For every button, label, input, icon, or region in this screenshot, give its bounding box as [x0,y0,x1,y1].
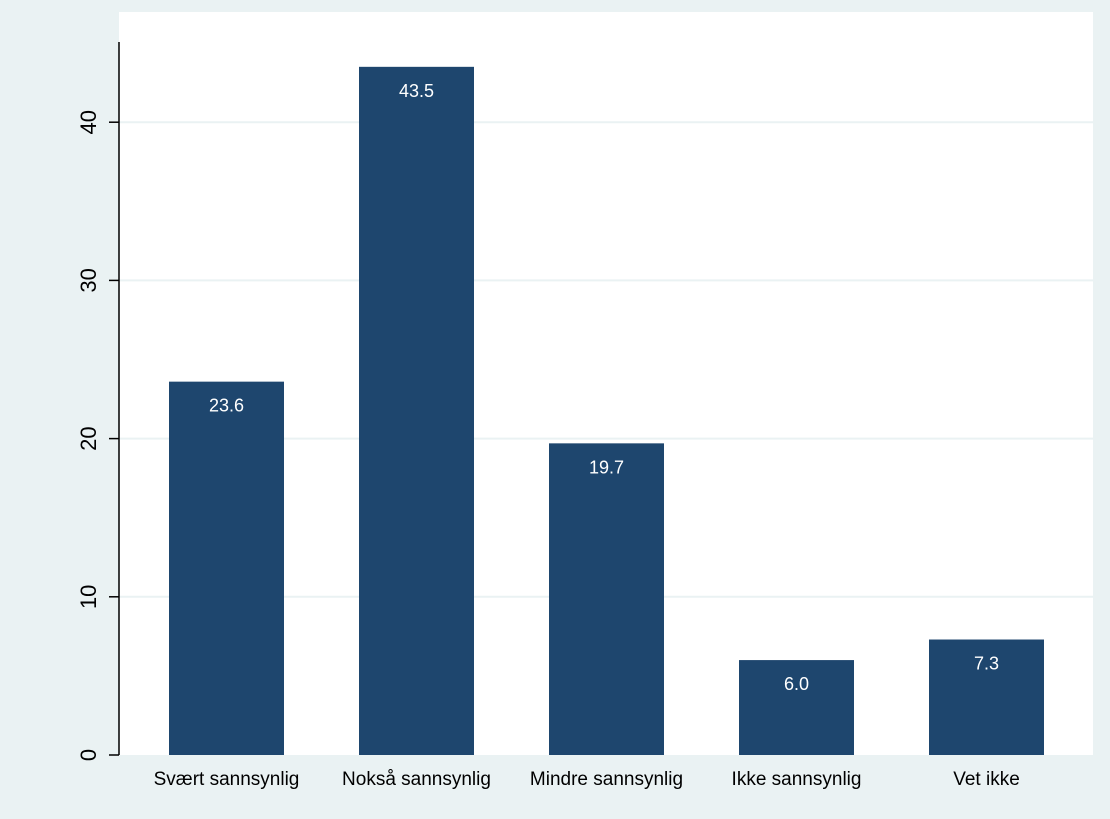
x-tick-label: Ikke sannsynlig [732,769,862,790]
x-tick-label: Svært sannsynlig [154,769,300,790]
bar [549,443,664,755]
bar [739,660,854,755]
bar-value-label: 43.5 [399,81,434,101]
bar-value-label: 6.0 [784,674,809,694]
bars [169,66,1044,755]
y-tick-label: 20 [76,426,101,450]
y-tick-label: 0 [76,749,101,761]
bar [169,381,284,755]
x-tick-label: Mindre sannsynlig [530,769,683,790]
y-axis-ticks: 0 10 20 30 40 [76,110,119,761]
bar-value-label: 23.6 [209,396,244,416]
bar-value-label: 7.3 [974,654,999,674]
y-tick-label: 10 [76,585,101,609]
bar [359,66,474,755]
bar-value-label: 19.7 [589,457,624,477]
x-tick-label: Vet ikke [953,769,1020,790]
x-axis-category-labels: Svært sannsynlig Nokså sannsynlig Mindre s… [154,769,1020,790]
bar [929,639,1044,755]
y-tick-label: 40 [76,110,101,134]
value-labels: 23.6 43.5 19.7 6.0 7.3 [209,81,999,694]
y-tick-label: 30 [76,268,101,292]
x-tick-label: Nokså sannsynlig [342,769,491,790]
